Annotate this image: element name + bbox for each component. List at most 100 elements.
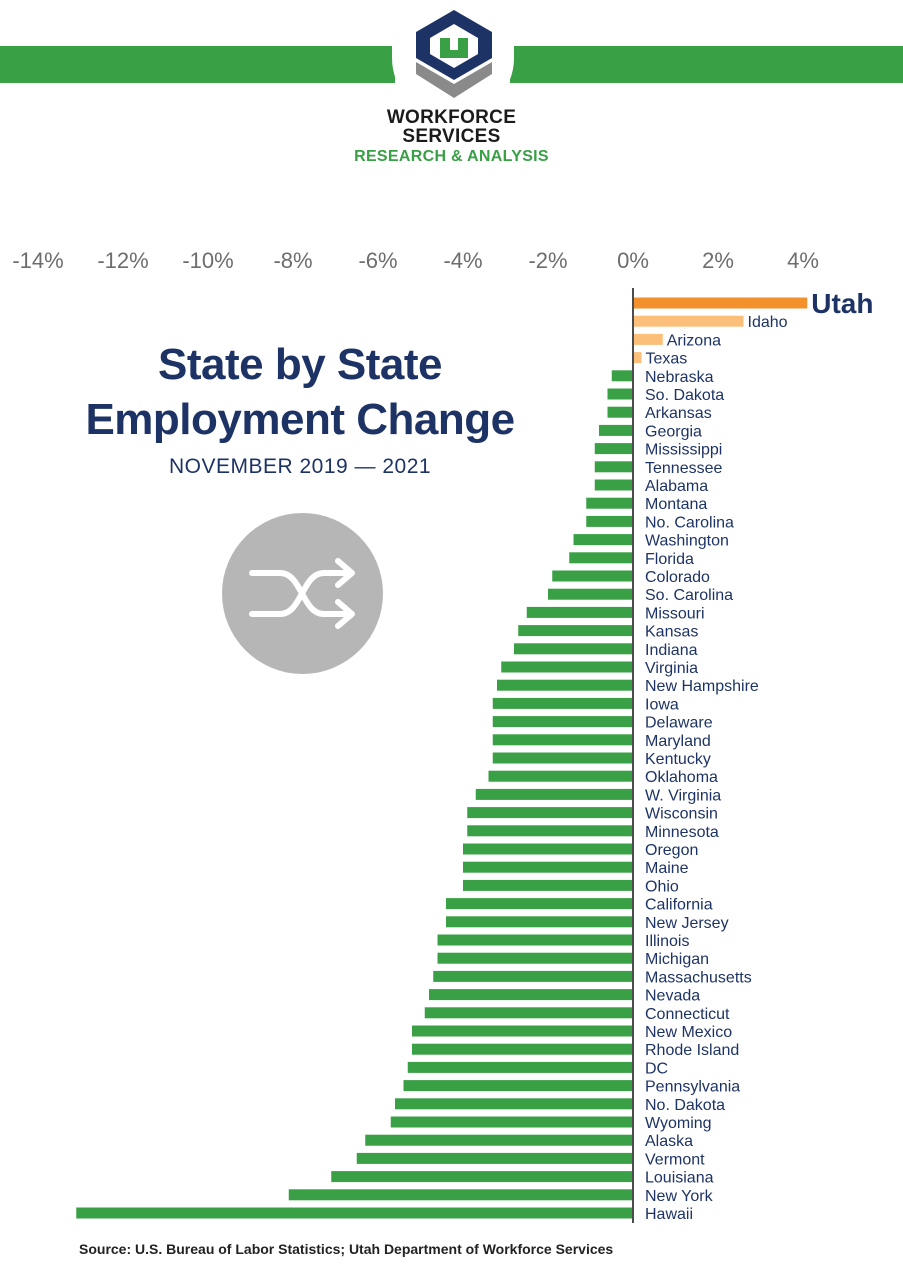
state-label: Iowa (645, 696, 679, 713)
bar-utah (634, 297, 808, 309)
state-label: Alaska (645, 1133, 693, 1150)
bar-rhode-island (412, 1043, 632, 1055)
bar-maryland (492, 734, 632, 746)
state-label: No. Carolina (645, 514, 734, 531)
state-label: New Hampshire (645, 678, 759, 695)
workforce-services-logo-icon (416, 10, 492, 98)
bar-georgia (599, 424, 632, 436)
bar-new-york (288, 1189, 632, 1201)
state-label: Michigan (645, 951, 709, 968)
state-label: W. Virginia (645, 787, 721, 804)
bar-illinois (437, 934, 632, 946)
chart-title-line1: State by State (158, 340, 442, 389)
state-label: Indiana (645, 642, 698, 659)
state-label: Wyoming (645, 1115, 712, 1132)
state-label: Rhode Island (645, 1042, 739, 1059)
state-label: Vermont (645, 1151, 705, 1168)
bar-kansas (518, 625, 632, 637)
bar-oklahoma (488, 770, 632, 782)
state-label: Pennsylvania (645, 1079, 740, 1096)
state-label: So. Carolina (645, 587, 733, 604)
x-tick-label: -12% (97, 248, 148, 273)
source-note: Source: U.S. Bureau of Labor Statistics;… (79, 1241, 614, 1257)
state-label: Arkansas (645, 405, 712, 422)
bar-oregon (463, 843, 632, 855)
bar-minnesota (467, 825, 632, 837)
employment-change-chart: -14% -12% -10% -8% -6% -4% -2% 0% 2% 4% Utah Idaho… (12, 248, 873, 1223)
state-label: DC (645, 1060, 668, 1077)
bar-michigan (437, 952, 632, 964)
bar-missouri (526, 606, 632, 618)
state-label: New Jersey (645, 915, 729, 932)
bar-mississippi (594, 443, 632, 455)
state-label: Hawaii (645, 1206, 693, 1223)
bar-california (446, 898, 632, 910)
org-name-line1: WORKFORCE (386, 107, 517, 128)
x-tick-label: 2% (702, 248, 734, 273)
state-label: Massachusetts (645, 969, 752, 986)
bar-montana (586, 497, 632, 509)
org-name-line2: SERVICES (402, 126, 501, 147)
bar-so-dakota (607, 388, 632, 400)
bar-vermont (356, 1152, 632, 1164)
state-label: Kentucky (645, 751, 711, 768)
state-label: Maine (645, 860, 689, 877)
bar-texas (634, 352, 642, 364)
shuffle-badge (222, 513, 383, 674)
org-division: RESEARCH & ANALYSIS (354, 148, 549, 165)
state-label: No. Dakota (645, 1097, 725, 1114)
bar-new-hampshire (497, 679, 632, 691)
bar-no-carolina (586, 515, 632, 527)
state-label: Mississippi (645, 442, 722, 459)
x-tick-label: -6% (358, 248, 397, 273)
bar-louisiana (331, 1171, 632, 1183)
bar-dc (407, 1061, 632, 1073)
state-label: Delaware (645, 715, 713, 732)
state-label: New York (645, 1188, 714, 1205)
state-label: New Mexico (645, 1024, 732, 1041)
chart-title-line2: Employment Change (85, 395, 515, 444)
bar-connecticut (424, 1007, 632, 1019)
state-label: Connecticut (645, 1006, 730, 1023)
state-label: Minnesota (645, 824, 719, 841)
x-tick-label: 0% (617, 248, 649, 273)
state-label: Illinois (645, 933, 689, 950)
bar-hawaii (76, 1207, 632, 1219)
bar-nevada (429, 989, 632, 1001)
state-label: Georgia (645, 423, 702, 440)
state-label: Ohio (645, 878, 679, 895)
bar-virginia (501, 661, 632, 673)
bar-ohio (463, 879, 632, 891)
state-label: Oregon (645, 842, 698, 859)
bar-colorado (552, 570, 632, 582)
chart-subtitle: NOVEMBER 2019 — 2021 (168, 455, 432, 478)
bar-kentucky (492, 752, 632, 764)
bar-alaska (365, 1134, 632, 1146)
bar-pennsylvania (403, 1080, 632, 1092)
x-tick-label: -2% (528, 248, 567, 273)
bar-so-carolina (548, 588, 632, 600)
bar-tennessee (594, 461, 632, 473)
bar-nebraska (611, 370, 632, 382)
state-label: Florida (645, 551, 694, 568)
state-label: Maryland (645, 733, 711, 750)
x-tick-label: -4% (443, 248, 482, 273)
bar-indiana (514, 643, 632, 655)
bar-arizona (634, 333, 663, 345)
state-label: Kansas (645, 624, 698, 641)
state-label: Virginia (645, 660, 698, 677)
state-label: Arizona (667, 332, 721, 349)
state-label: Tennessee (645, 460, 722, 477)
state-label: Wisconsin (645, 806, 718, 823)
x-tick-label: 4% (787, 248, 819, 273)
bar-new-mexico (412, 1025, 632, 1037)
bar-idaho (634, 315, 744, 327)
bar-washington (573, 534, 632, 546)
bar-alabama (594, 479, 632, 491)
bar-arkansas (607, 406, 632, 418)
x-tick-label: -14% (12, 248, 63, 273)
state-label: Utah (811, 288, 873, 319)
bar-new-jersey (446, 916, 632, 928)
bar-no-dakota (395, 1098, 632, 1110)
header-band-left (0, 46, 395, 83)
